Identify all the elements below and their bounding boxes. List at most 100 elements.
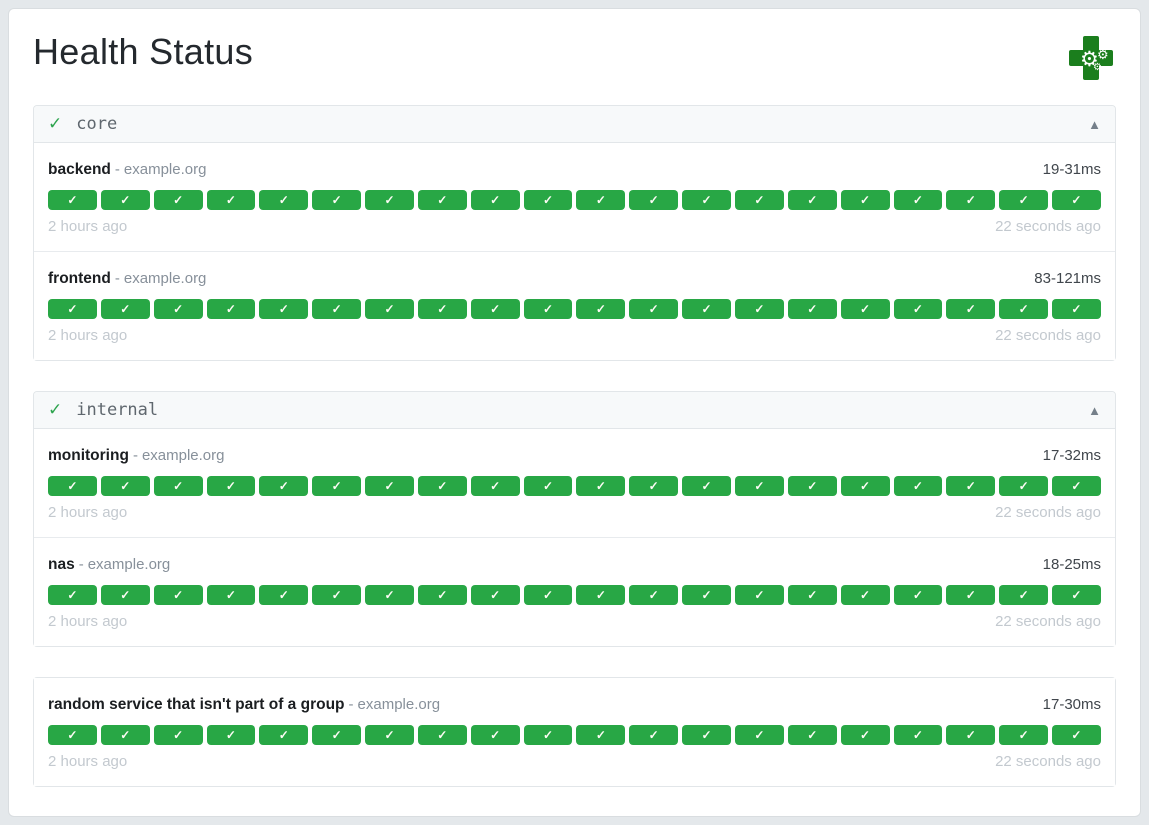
health-check-ok-segment[interactable]: ✓	[312, 476, 362, 496]
collapse-toggle-icon[interactable]: ▲	[1088, 116, 1101, 132]
health-check-ok-segment[interactable]: ✓	[470, 476, 520, 496]
health-check-ok-segment[interactable]: ✓	[153, 585, 203, 605]
health-check-ok-segment[interactable]: ✓	[206, 725, 256, 745]
health-check-ok-segment[interactable]: ✓	[312, 190, 362, 210]
health-check-ok-segment[interactable]: ✓	[787, 585, 837, 605]
health-check-ok-segment[interactable]: ✓	[100, 299, 150, 319]
health-check-ok-segment[interactable]: ✓	[1052, 190, 1101, 210]
health-check-ok-segment[interactable]: ✓	[259, 299, 309, 319]
health-check-ok-segment[interactable]: ✓	[206, 190, 256, 210]
health-check-ok-segment[interactable]: ✓	[682, 299, 731, 319]
health-check-ok-segment[interactable]: ✓	[840, 190, 890, 210]
health-check-ok-segment[interactable]: ✓	[629, 476, 679, 496]
health-check-ok-segment[interactable]: ✓	[893, 476, 943, 496]
health-check-ok-segment[interactable]: ✓	[312, 585, 362, 605]
health-check-ok-segment[interactable]: ✓	[417, 585, 467, 605]
health-check-ok-segment[interactable]: ✓	[682, 725, 731, 745]
health-check-ok-segment[interactable]: ✓	[946, 585, 996, 605]
health-check-ok-segment[interactable]: ✓	[153, 190, 203, 210]
health-check-ok-segment[interactable]: ✓	[100, 476, 150, 496]
health-check-ok-segment[interactable]: ✓	[206, 299, 256, 319]
health-check-ok-segment[interactable]: ✓	[417, 476, 467, 496]
health-check-ok-segment[interactable]: ✓	[206, 585, 256, 605]
health-check-ok-segment[interactable]: ✓	[312, 725, 362, 745]
health-check-ok-segment[interactable]: ✓	[682, 585, 731, 605]
health-check-ok-segment[interactable]: ✓	[1052, 299, 1101, 319]
health-check-ok-segment[interactable]: ✓	[629, 190, 679, 210]
health-check-ok-segment[interactable]: ✓	[576, 585, 626, 605]
health-check-ok-segment[interactable]: ✓	[1052, 725, 1101, 745]
health-check-ok-segment[interactable]: ✓	[787, 725, 837, 745]
health-check-ok-segment[interactable]: ✓	[48, 725, 97, 745]
health-check-ok-segment[interactable]: ✓	[734, 190, 784, 210]
health-check-ok-segment[interactable]: ✓	[946, 725, 996, 745]
health-check-ok-segment[interactable]: ✓	[787, 299, 837, 319]
health-check-ok-segment[interactable]: ✓	[365, 299, 414, 319]
group-header[interactable]: ✓ internal ▲	[34, 392, 1115, 429]
health-check-ok-segment[interactable]: ✓	[206, 476, 256, 496]
health-check-ok-segment[interactable]: ✓	[576, 476, 626, 496]
health-check-ok-segment[interactable]: ✓	[576, 190, 626, 210]
health-check-ok-segment[interactable]: ✓	[629, 585, 679, 605]
health-check-ok-segment[interactable]: ✓	[153, 476, 203, 496]
health-check-ok-segment[interactable]: ✓	[999, 299, 1049, 319]
health-check-ok-segment[interactable]: ✓	[470, 725, 520, 745]
health-check-ok-segment[interactable]: ✓	[365, 190, 414, 210]
health-check-ok-segment[interactable]: ✓	[523, 190, 573, 210]
health-check-ok-segment[interactable]: ✓	[734, 725, 784, 745]
health-check-ok-segment[interactable]: ✓	[893, 190, 943, 210]
health-check-ok-segment[interactable]: ✓	[365, 585, 414, 605]
health-check-ok-segment[interactable]: ✓	[365, 725, 414, 745]
health-check-ok-segment[interactable]: ✓	[682, 190, 731, 210]
health-check-ok-segment[interactable]: ✓	[999, 476, 1049, 496]
health-check-ok-segment[interactable]: ✓	[417, 190, 467, 210]
health-check-ok-segment[interactable]: ✓	[840, 299, 890, 319]
health-check-ok-segment[interactable]: ✓	[100, 190, 150, 210]
health-check-ok-segment[interactable]: ✓	[629, 299, 679, 319]
health-check-ok-segment[interactable]: ✓	[523, 299, 573, 319]
health-check-ok-segment[interactable]: ✓	[840, 725, 890, 745]
health-check-ok-segment[interactable]: ✓	[259, 476, 309, 496]
health-check-ok-segment[interactable]: ✓	[576, 299, 626, 319]
health-check-ok-segment[interactable]: ✓	[259, 190, 309, 210]
health-check-ok-segment[interactable]: ✓	[470, 299, 520, 319]
health-check-ok-segment[interactable]: ✓	[893, 585, 943, 605]
health-check-ok-segment[interactable]: ✓	[787, 190, 837, 210]
health-check-ok-segment[interactable]: ✓	[312, 299, 362, 319]
health-check-ok-segment[interactable]: ✓	[153, 725, 203, 745]
health-check-ok-segment[interactable]: ✓	[893, 299, 943, 319]
health-check-ok-segment[interactable]: ✓	[523, 725, 573, 745]
health-check-ok-segment[interactable]: ✓	[946, 476, 996, 496]
health-check-ok-segment[interactable]: ✓	[999, 190, 1049, 210]
health-check-ok-segment[interactable]: ✓	[259, 585, 309, 605]
health-check-ok-segment[interactable]: ✓	[682, 476, 731, 496]
health-check-ok-segment[interactable]: ✓	[893, 725, 943, 745]
health-check-ok-segment[interactable]: ✓	[629, 725, 679, 745]
health-check-ok-segment[interactable]: ✓	[153, 299, 203, 319]
health-check-ok-segment[interactable]: ✓	[417, 725, 467, 745]
health-check-ok-segment[interactable]: ✓	[48, 585, 97, 605]
health-check-ok-segment[interactable]: ✓	[470, 585, 520, 605]
health-check-ok-segment[interactable]: ✓	[48, 299, 97, 319]
health-check-ok-segment[interactable]: ✓	[840, 585, 890, 605]
health-check-ok-segment[interactable]: ✓	[523, 585, 573, 605]
health-check-ok-segment[interactable]: ✓	[999, 725, 1049, 745]
health-check-ok-segment[interactable]: ✓	[787, 476, 837, 496]
health-check-ok-segment[interactable]: ✓	[734, 299, 784, 319]
health-check-ok-segment[interactable]: ✓	[840, 476, 890, 496]
health-check-ok-segment[interactable]: ✓	[523, 476, 573, 496]
health-check-ok-segment[interactable]: ✓	[48, 476, 97, 496]
health-check-ok-segment[interactable]: ✓	[365, 476, 414, 496]
health-check-ok-segment[interactable]: ✓	[576, 725, 626, 745]
health-check-ok-segment[interactable]: ✓	[100, 585, 150, 605]
health-check-ok-segment[interactable]: ✓	[946, 299, 996, 319]
health-check-ok-segment[interactable]: ✓	[946, 190, 996, 210]
health-check-ok-segment[interactable]: ✓	[1052, 585, 1101, 605]
health-check-ok-segment[interactable]: ✓	[417, 299, 467, 319]
health-check-ok-segment[interactable]: ✓	[259, 725, 309, 745]
health-check-ok-segment[interactable]: ✓	[734, 476, 784, 496]
health-check-ok-segment[interactable]: ✓	[734, 585, 784, 605]
health-check-ok-segment[interactable]: ✓	[100, 725, 150, 745]
health-check-ok-segment[interactable]: ✓	[470, 190, 520, 210]
health-check-ok-segment[interactable]: ✓	[48, 190, 97, 210]
